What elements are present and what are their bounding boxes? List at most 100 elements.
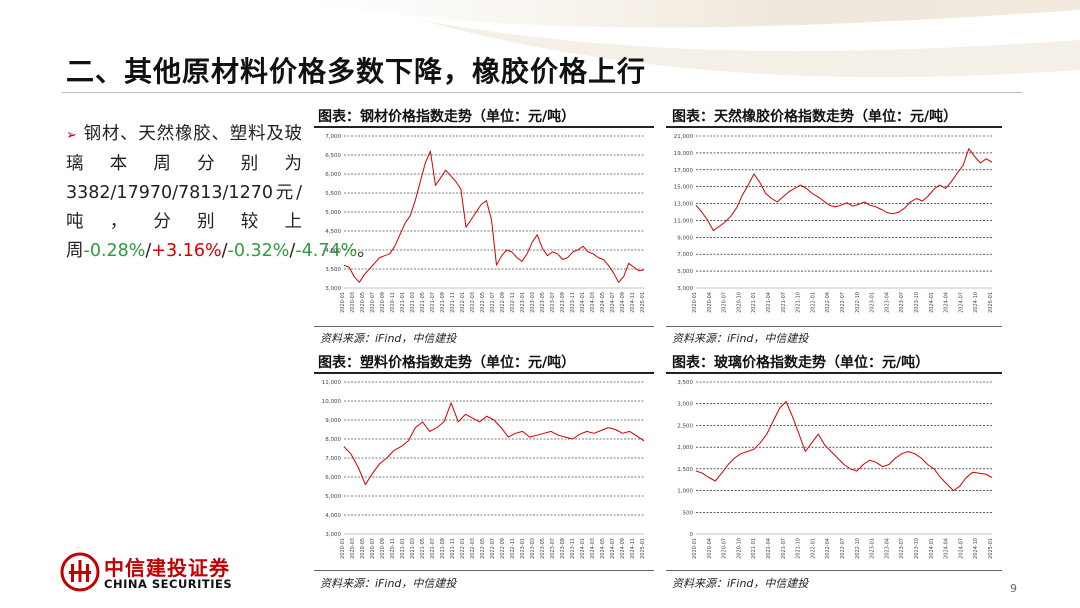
- x-tick-label: 2022-10: [855, 538, 861, 559]
- x-tick-label: 2023-03: [530, 292, 536, 313]
- y-tick-label: 9,000: [325, 418, 341, 424]
- x-tick-label: 2021-07: [430, 538, 436, 559]
- title-divider: [62, 92, 1022, 93]
- x-tick-label: 2024-11: [630, 538, 636, 559]
- y-tick-label: 6,000: [325, 475, 341, 481]
- x-tick-label: 2021-07: [781, 538, 787, 559]
- x-tick-label: 2023-01: [870, 292, 876, 313]
- y-tick-label: 13,000: [674, 202, 694, 208]
- x-tick-label: 2024-01: [580, 292, 586, 313]
- x-tick-label: 2024-09: [620, 292, 626, 313]
- x-tick-label: 2024-04: [944, 292, 950, 313]
- x-tick-label: 2020-01: [340, 538, 346, 559]
- x-tick-label: 2025-01: [640, 292, 646, 313]
- x-tick-label: 2022-11: [510, 292, 516, 313]
- page-title: 二、其他原材料价格多数下降，橡胶价格上行: [66, 55, 647, 88]
- y-tick-label: 3,000: [325, 286, 341, 292]
- source-glass: 资料来源：iFind，中信建投: [672, 577, 809, 590]
- x-tick-label: 2022-04: [825, 538, 831, 559]
- y-tick-label: 0: [690, 532, 694, 538]
- x-tick-label: 2021-11: [450, 538, 456, 559]
- x-tick-label: 2020-01: [340, 292, 346, 313]
- source-steel: 资料来源：iFind，中信建投: [320, 332, 457, 345]
- x-tick-label: 2023-01: [520, 292, 526, 313]
- x-tick-label: 2025-01: [640, 538, 646, 559]
- x-tick-label: 2022-07: [840, 538, 846, 559]
- x-tick-label: 2022-01: [810, 538, 816, 559]
- page-number: 9: [1010, 582, 1017, 595]
- x-tick-label: 2020-10: [736, 538, 742, 559]
- x-tick-label: 2021-07: [781, 292, 787, 313]
- x-tick-label: 2024-10: [973, 292, 979, 313]
- y-tick-label: 5,000: [325, 210, 341, 216]
- chart-glass: 0 500 1,000 1,500 2,000 2,500 3,000 3,500 2020-0…: [677, 380, 994, 559]
- x-tick-label: 2024-07: [610, 538, 616, 559]
- x-tick-label: 2024-07: [610, 292, 616, 313]
- x-tick-label: 2020-05: [360, 538, 366, 559]
- chart-title-glass: 图表：玻璃价格指数走势（单位：元/吨）: [672, 355, 930, 371]
- x-tick-label: 2022-05: [480, 538, 486, 559]
- x-tick-label: 2024-09: [620, 538, 626, 559]
- sep-2: /: [221, 241, 228, 261]
- y-tick-label: 7,000: [325, 134, 341, 140]
- y-tick-label: 8,000: [325, 437, 341, 443]
- x-tick-label: 2022-01: [460, 292, 466, 313]
- x-tick-label: 2022-07: [490, 292, 496, 313]
- x-tick-label: 2023-05: [540, 538, 546, 559]
- logo-name-en: CHINA SECURITIES: [104, 577, 233, 591]
- x-tick-label: 2022-09: [500, 292, 506, 313]
- x-tick-label: 2023-07: [550, 292, 556, 313]
- chart-rule-rubber: [666, 126, 1002, 128]
- y-tick-label: 7,000: [325, 456, 341, 462]
- y-tick-label: 6,500: [325, 153, 341, 159]
- y-tick-label: 2,500: [677, 423, 693, 429]
- y-tick-label: 4,000: [325, 513, 341, 519]
- x-tick-label: 2023-01: [870, 538, 876, 559]
- chart-bottom-rule-glass: [666, 570, 1002, 571]
- x-tick-label: 2024-07: [958, 292, 964, 313]
- x-tick-label: 2024-01: [929, 292, 935, 313]
- x-tick-label: 2024-05: [600, 538, 606, 559]
- y-tick-label: 3,000: [677, 286, 693, 292]
- y-tick-label: 7,000: [677, 252, 693, 258]
- x-tick-label: 2023-11: [570, 292, 576, 313]
- x-tick-label: 2022-07: [490, 538, 496, 559]
- x-tick-label: 2022-09: [500, 538, 506, 559]
- x-tick-label: 2020-03: [350, 538, 356, 559]
- y-tick-label: 3,500: [325, 267, 341, 273]
- x-tick-label: 2024-03: [590, 538, 596, 559]
- chart-title-steel: 图表：钢材价格指数走势（单位：元/吨）: [318, 109, 576, 125]
- x-tick-label: 2021-01: [751, 292, 757, 313]
- x-tick-label: 2022-04: [825, 292, 831, 313]
- x-tick-label: 2020-11: [390, 538, 396, 559]
- y-tick-label: 5,000: [677, 269, 693, 275]
- x-tick-label: 2021-10: [796, 292, 802, 313]
- summary-bullet: ➢ 钢材、天然橡胶、塑料及玻璃本周分别为3382/17970/7813/1270元…: [66, 120, 375, 266]
- y-tick-label: 500: [683, 510, 694, 516]
- x-tick-label: 2023-09: [560, 538, 566, 559]
- chart-title-plastic: 图表：塑料价格指数走势（单位：元/吨）: [318, 355, 576, 371]
- y-tick-label: 3,000: [325, 532, 341, 538]
- x-tick-label: 2023-04: [884, 538, 890, 559]
- x-tick-label: 2020-07: [370, 538, 376, 559]
- x-tick-label: 2023-07: [899, 292, 905, 313]
- x-tick-label: 2023-01: [520, 538, 526, 559]
- x-tick-label: 2021-03: [410, 538, 416, 559]
- change-plastic: -0.32%: [227, 241, 290, 261]
- chart-rubber: 3,000 5,000 7,000 9,000 11,000 13,000 15,000 17…: [674, 134, 994, 313]
- x-tick-label: 2021-05: [420, 292, 426, 313]
- y-tick-label: 10,000: [322, 399, 342, 405]
- x-tick-label: 2023-10: [914, 538, 920, 559]
- bullet-lead-text: 钢材、天然橡胶、塑料及玻璃本周分别为3382/17970/7813/1270元/…: [66, 124, 302, 261]
- x-tick-label: 2021-10: [796, 538, 802, 559]
- x-tick-label: 2021-03: [410, 292, 416, 313]
- chart-bottom-rule-plastic: [314, 570, 654, 571]
- x-tick-label: 2020-05: [360, 292, 366, 313]
- x-tick-label: 2021-11: [450, 292, 456, 313]
- x-tick-label: 2021-01: [400, 538, 406, 559]
- x-tick-label: 2020-03: [350, 292, 356, 313]
- x-tick-label: 2021-07: [430, 292, 436, 313]
- x-tick-label: 2023-11: [570, 538, 576, 559]
- y-tick-label: 11,000: [674, 218, 694, 224]
